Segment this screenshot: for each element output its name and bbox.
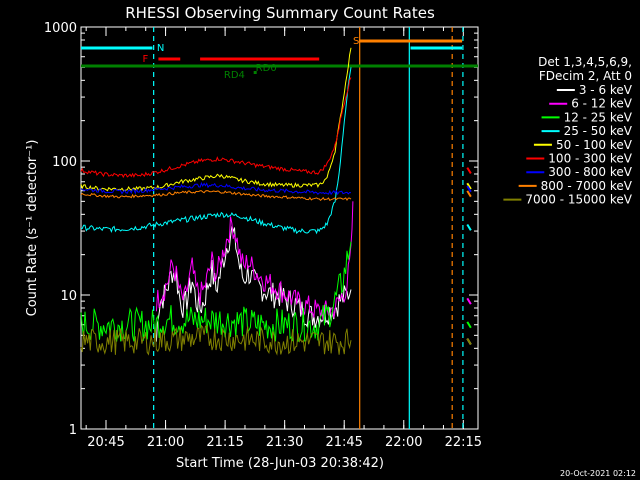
chart-title: RHESSI Observing Summary Count Rates (125, 4, 435, 22)
legend-entry-label: 3 - 6 keV (579, 83, 633, 97)
series-line-7 (80, 190, 352, 202)
y-tick-label: 10 (60, 289, 77, 304)
flag-label-rd0: RD0 (256, 63, 277, 74)
flag-label-s: S (353, 36, 359, 47)
y-tick-label: 1000 (44, 21, 77, 36)
rd4-marker (253, 71, 257, 74)
legend-entry-label: 12 - 25 keV (564, 110, 633, 124)
series-fragment-5 (466, 167, 472, 174)
series-line-2 (80, 241, 352, 342)
legend-entry-label: 6 - 12 keV (571, 97, 633, 111)
legend-entry-label: 50 - 100 keV (556, 138, 633, 152)
series-fragment-1 (466, 297, 472, 305)
legend-header-line-2: FDecim 2, Att 0 (539, 69, 632, 83)
flag-label-rd4: RD4 (224, 70, 245, 81)
y-axis-label: Count Rate (s⁻¹ detector⁻¹) (25, 140, 40, 317)
timestamp-annotation: 20-Oct-2021 02:12 (560, 469, 636, 478)
x-axis-label: Start Time (28-Jun-03 20:38:42) (176, 456, 384, 471)
series-fragment-7 (466, 190, 472, 198)
series-fragment-6 (466, 185, 472, 193)
x-tick-label: 20:45 (87, 435, 124, 450)
legend-header-line-1: Det 1,3,4,5,6,9, (538, 55, 632, 69)
series-fragment-8 (466, 338, 472, 345)
y-tick-label: 100 (52, 155, 77, 170)
plot-area: 1 10 100 1000 20:45 21:00 21:15 21:30 21:45 22:00… (44, 21, 482, 450)
y-tick-label: 1 (69, 423, 77, 438)
series-line-5 (80, 77, 352, 179)
x-tick-label: 21:45 (325, 435, 362, 450)
series-line-4 (80, 47, 352, 192)
legend-entry-label: 800 - 7000 keV (541, 179, 633, 193)
series-fragment-2 (466, 321, 472, 329)
flag-label-f: F (143, 54, 149, 65)
legend-entry-label: 7000 - 15000 keV (525, 193, 632, 207)
series-fragment-3 (466, 223, 472, 231)
flag-label-n: N (157, 43, 164, 54)
series-line-3 (80, 67, 352, 235)
x-tick-label: 22:00 (385, 435, 422, 450)
series-line-8 (80, 324, 352, 356)
x-tick-label: 21:30 (266, 435, 303, 450)
series-fragment-4 (466, 182, 472, 190)
x-tick-label: 21:15 (206, 435, 243, 450)
x-tick-label: 22:15 (445, 435, 482, 450)
plot-frame (80, 26, 479, 430)
x-tick-label: 21:00 (147, 435, 184, 450)
legend-entry-label: 100 - 300 keV (548, 152, 632, 166)
series-line-6 (80, 181, 352, 196)
legend-entry-label: 300 - 800 keV (548, 165, 632, 179)
legend-entry-label: 25 - 50 keV (564, 124, 633, 138)
legend: Det 1,3,4,5,6,9, FDecim 2, Att 0 3 - 6 k… (503, 55, 633, 207)
